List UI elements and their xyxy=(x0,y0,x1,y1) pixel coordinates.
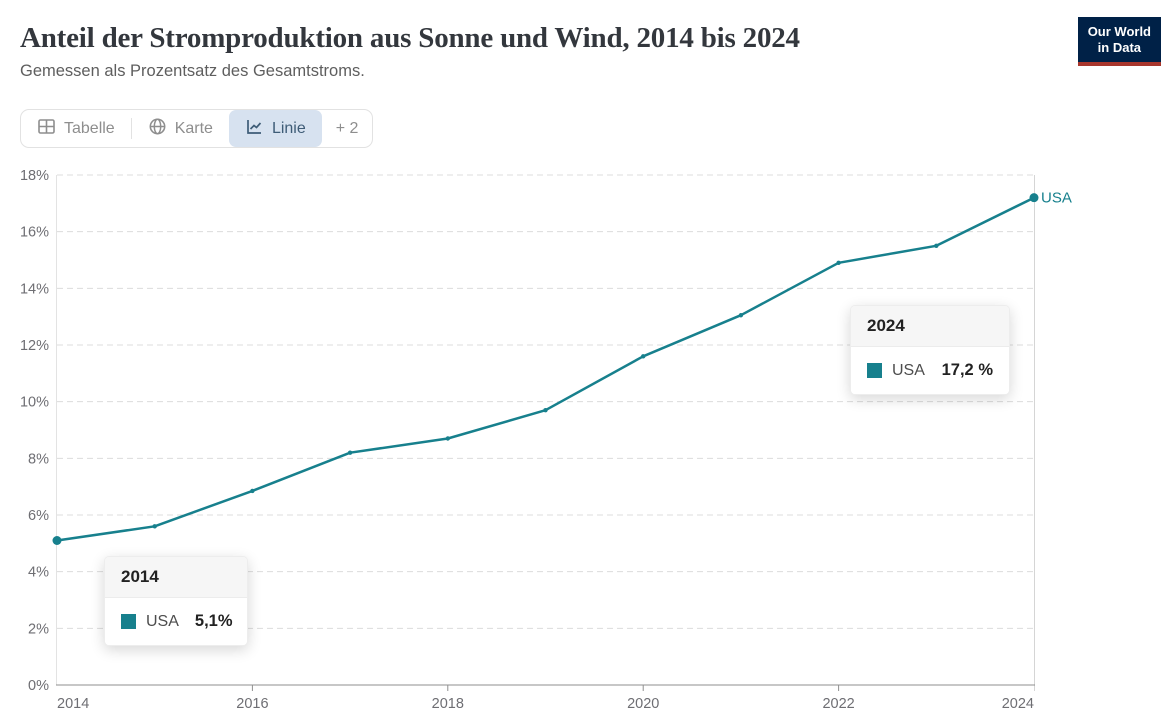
y-tick-label: 14% xyxy=(20,281,49,297)
tooltip-row: USA 5,1% xyxy=(105,598,247,645)
y-tick-label: 18% xyxy=(20,168,49,184)
data-point xyxy=(738,313,744,318)
tab-tabelle[interactable]: Tabelle xyxy=(21,110,131,147)
data-point-endpoint xyxy=(52,536,62,545)
x-tick-label: 2020 xyxy=(627,696,659,712)
tab-karte[interactable]: Karte xyxy=(132,110,229,147)
x-tick-label: 2024 xyxy=(1002,696,1034,712)
table-icon xyxy=(37,117,56,141)
series-color-swatch xyxy=(867,363,882,378)
tab-linie-label: Linie xyxy=(271,119,306,137)
data-point xyxy=(445,436,450,441)
tab-linie[interactable]: Linie xyxy=(228,110,322,147)
tooltip-entity: USA xyxy=(892,361,925,379)
view-tabbar: Tabelle Karte Linie + 2 xyxy=(20,109,374,148)
data-point-endpoint xyxy=(1029,193,1039,203)
data-point xyxy=(152,524,157,529)
y-tick-label: 6% xyxy=(28,508,49,524)
x-tick-label: 2014 xyxy=(57,696,89,712)
data-point xyxy=(641,354,646,359)
globe-icon xyxy=(148,117,167,141)
tooltip-year: 2014 xyxy=(105,557,247,598)
line-chart-icon xyxy=(245,117,264,141)
tab-divider xyxy=(130,118,132,139)
tab-tabelle-label: Tabelle xyxy=(64,119,115,137)
owid-logo-line2: in Data xyxy=(1097,40,1142,56)
tooltip-2014: 2014 USA 5,1% xyxy=(104,556,248,646)
data-point xyxy=(934,243,939,249)
data-point xyxy=(250,488,255,494)
y-tick-label: 10% xyxy=(20,395,49,411)
page-title: Anteil der Stromproduktion aus Sonne und… xyxy=(20,22,800,54)
series-color-swatch xyxy=(121,614,136,629)
data-point xyxy=(543,407,548,413)
line-chart-svg[interactable]: 0% 2% 4% 6% 8% 10% 12% 14% 16% 18% 2014 2016 2018 202… xyxy=(0,160,1173,715)
y-tick-label: 16% xyxy=(20,225,49,241)
x-tick-label: 2022 xyxy=(822,696,854,712)
tooltip-value: 17,2 % xyxy=(941,361,993,379)
line-chart[interactable]: 0% 2% 4% 6% 8% 10% 12% 14% 16% 18% 2014 2016 2018 202… xyxy=(0,160,1173,715)
tab-karte-label: Karte xyxy=(174,119,213,137)
data-point xyxy=(347,450,353,455)
owid-logo[interactable]: Our World in Data xyxy=(1077,17,1161,66)
y-tick-label: 0% xyxy=(28,678,49,694)
tooltip-2024: 2024 USA 17,2 % xyxy=(850,305,1010,395)
tab-more[interactable]: + 2 xyxy=(335,119,359,137)
y-tick-label: 12% xyxy=(20,338,49,354)
x-tick-label: 2016 xyxy=(236,696,268,712)
y-tick-label: 4% xyxy=(28,565,49,581)
tooltip-value: 5,1% xyxy=(194,612,233,630)
y-tick-label: 2% xyxy=(28,621,49,637)
tooltip-row: USA 17,2 % xyxy=(851,347,1009,394)
tooltip-entity: USA xyxy=(146,612,179,630)
page-subtitle: Gemessen als Prozentsatz des Gesamtstrom… xyxy=(20,62,365,80)
data-point xyxy=(836,260,841,266)
series-end-label: USA xyxy=(1041,190,1072,207)
x-tick-label: 2018 xyxy=(432,696,464,712)
tooltip-year: 2024 xyxy=(851,306,1009,347)
y-tick-label: 8% xyxy=(28,451,49,467)
owid-logo-line1: Our World xyxy=(1087,24,1151,39)
